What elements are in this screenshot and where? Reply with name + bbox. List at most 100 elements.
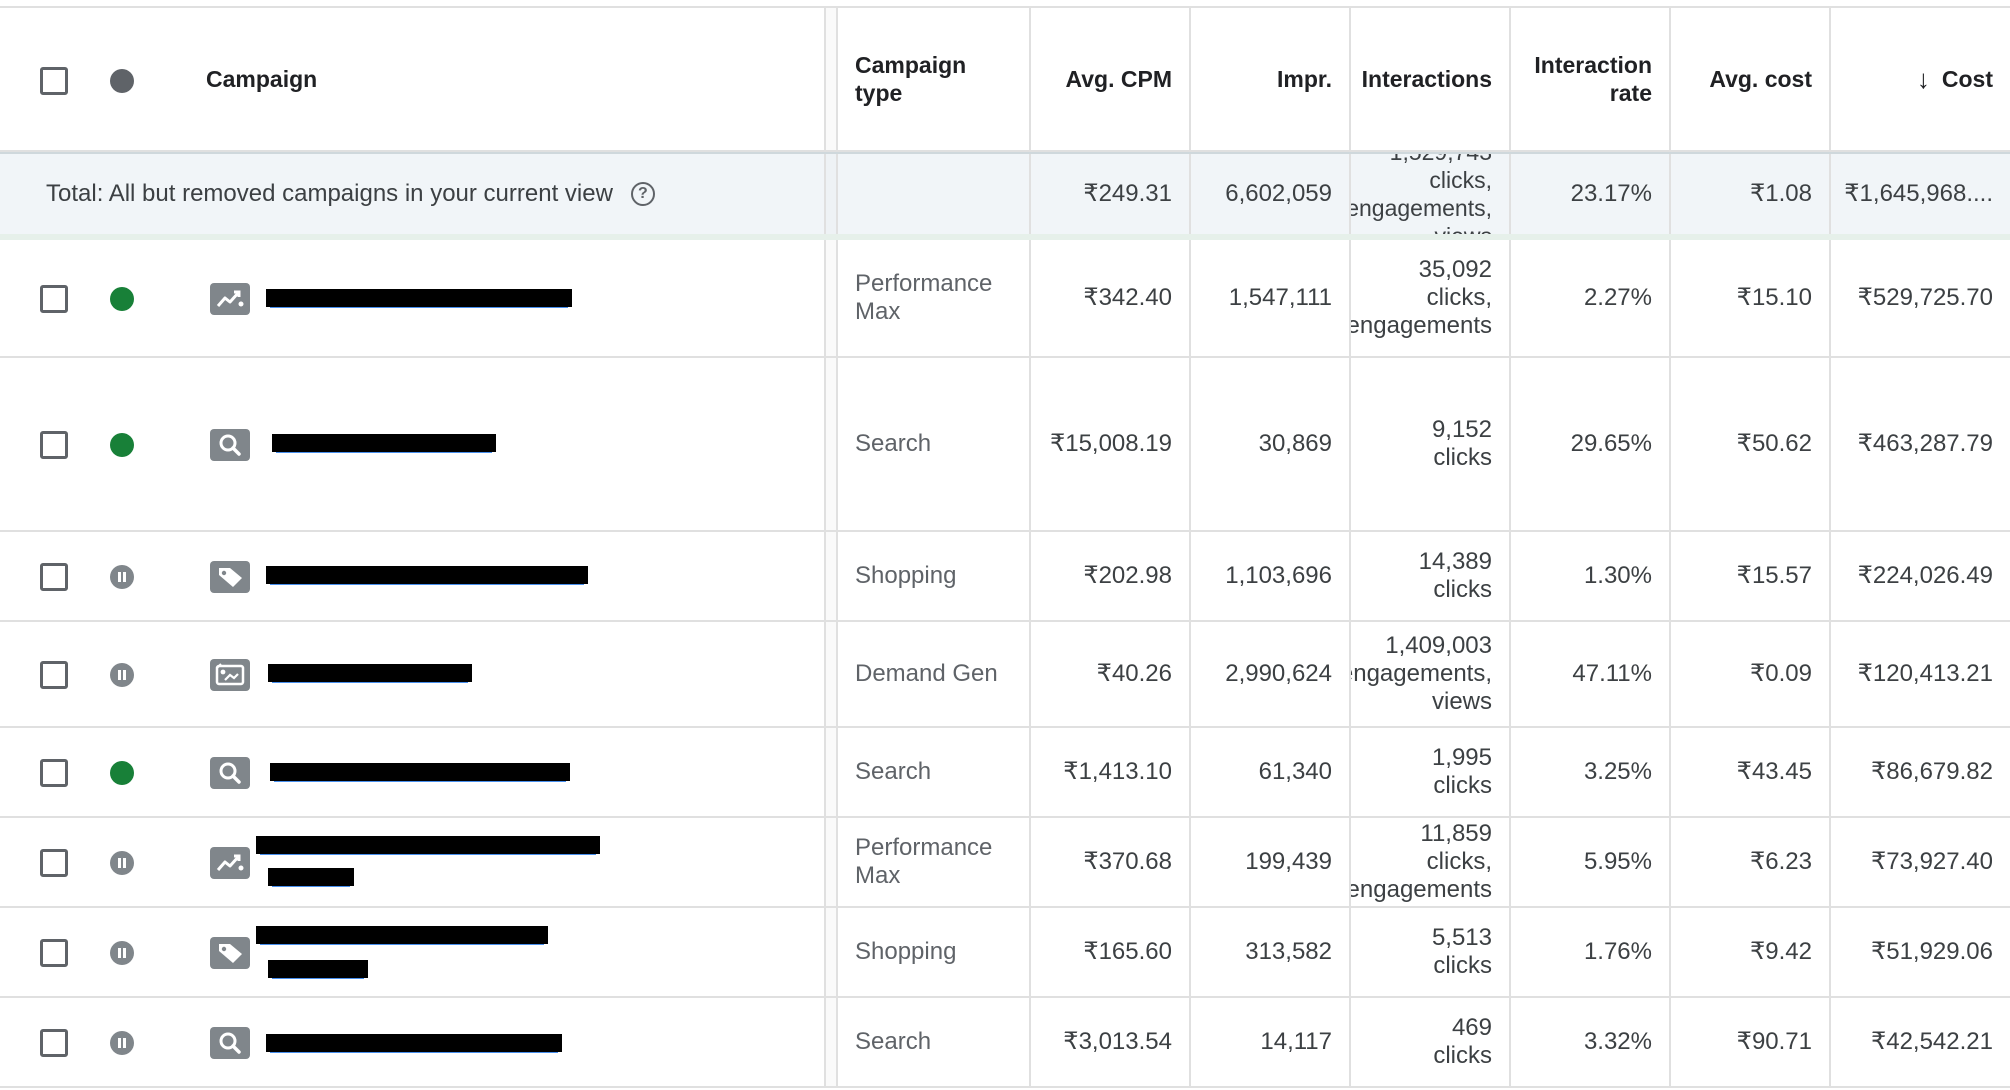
avg-cost: ₹6.23 [1671, 818, 1831, 906]
shopping-tag-icon [210, 561, 250, 593]
interactions: 5,513 clicks [1351, 908, 1511, 996]
interaction-rate: 47.11% [1511, 622, 1671, 726]
interactions: 35,092 clicks, engagements [1351, 240, 1511, 356]
header-interaction-rate[interactable]: Interaction rate [1511, 8, 1671, 150]
redacted-campaign-name [266, 289, 572, 307]
redacted-campaign-name [268, 960, 368, 978]
total-avg-cost: ₹1.08 [1671, 154, 1831, 234]
table-header-row: Campaign Campaign type Avg. CPM Impr. In… [0, 6, 2010, 152]
campaign-cell [0, 240, 826, 356]
interaction-rate: 1.30% [1511, 532, 1671, 620]
table-row[interactable]: Demand Gen ₹40.26 2,990,624 1,409,003 engag… [0, 622, 2010, 728]
table-row[interactable]: Performance Max ₹370.68 199,439 11,859 clic… [0, 818, 2010, 908]
interactions: 11,859 clicks, engagements [1351, 818, 1511, 906]
row-checkbox[interactable] [40, 849, 68, 877]
header-impr[interactable]: Impr. [1191, 8, 1351, 150]
interactions: 469 clicks [1351, 998, 1511, 1086]
redacted-campaign-name [256, 836, 600, 854]
interactions: 9,152 clicks [1351, 358, 1511, 530]
campaign-type: Performance Max [838, 240, 1031, 356]
status-paused-icon[interactable] [110, 1031, 134, 1055]
header-avg-cost[interactable]: Avg. cost [1671, 8, 1831, 150]
header-campaign[interactable]: Campaign [206, 65, 318, 92]
column-resize-handle[interactable] [826, 8, 838, 150]
table-row[interactable]: Search ₹1,413.10 61,340 1,995 clicks 3.25% ₹4… [0, 728, 2010, 818]
column-divider [826, 998, 838, 1086]
demand-gen-icon [210, 659, 250, 691]
avg-cpm: ₹40.26 [1031, 622, 1191, 726]
impressions: 2,990,624 [1191, 622, 1351, 726]
avg-cpm: ₹370.68 [1031, 818, 1191, 906]
header-campaign-cell: Campaign [0, 8, 826, 150]
total-label-wrapper: Total: All but removed campaigns in your… [46, 154, 655, 234]
status-paused-icon[interactable] [110, 851, 134, 875]
status-paused-icon[interactable] [110, 565, 134, 589]
redacted-campaign-name [266, 1034, 562, 1052]
redacted-campaign-name [272, 434, 496, 452]
interaction-rate: 29.65% [1511, 358, 1671, 530]
column-divider [826, 622, 838, 726]
avg-cost: ₹0.09 [1671, 622, 1831, 726]
status-enabled-icon[interactable] [110, 287, 134, 311]
avg-cpm: ₹165.60 [1031, 908, 1191, 996]
row-checkbox[interactable] [40, 431, 68, 459]
impressions: 313,582 [1191, 908, 1351, 996]
header-campaign-type[interactable]: Campaign type [838, 8, 1031, 150]
table-row[interactable]: Search ₹3,013.54 14,117 469 clicks 3.32% ₹90.… [0, 998, 2010, 1088]
status-enabled-icon[interactable] [110, 433, 134, 457]
campaign-type: Performance Max [838, 818, 1031, 906]
impressions: 30,869 [1191, 358, 1351, 530]
avg-cost: ₹43.45 [1671, 728, 1831, 816]
header-avg-cpm[interactable]: Avg. CPM [1031, 8, 1191, 150]
campaign-cell [0, 728, 826, 816]
row-checkbox[interactable] [40, 661, 68, 689]
row-checkbox[interactable] [40, 1029, 68, 1057]
avg-cpm: ₹342.40 [1031, 240, 1191, 356]
total-interactions: 1,529,743 clicks, engagements, views [1351, 154, 1511, 234]
avg-cpm: ₹15,008.19 [1031, 358, 1191, 530]
search-icon [210, 1027, 250, 1059]
arrow-down-icon[interactable]: ↓ [1916, 64, 1930, 94]
header-interactions[interactable]: Interactions [1351, 8, 1511, 150]
row-checkbox[interactable] [40, 759, 68, 787]
table-row[interactable]: Shopping ₹165.60 313,582 5,513 clicks 1.76% ₹… [0, 908, 2010, 998]
interaction-rate: 3.25% [1511, 728, 1671, 816]
column-divider [826, 728, 838, 816]
avg-cost: ₹50.62 [1671, 358, 1831, 530]
table-row[interactable]: Performance Max ₹342.40 1,547,111 35,092 cl… [0, 240, 2010, 358]
help-circle-icon[interactable]: ? [630, 182, 655, 206]
column-divider [826, 240, 838, 356]
status-enabled-icon[interactable] [110, 761, 134, 785]
avg-cost: ₹90.71 [1671, 998, 1831, 1086]
campaign-type: Search [838, 998, 1031, 1086]
header-cost-cell[interactable]: ↓ Cost [1831, 8, 2010, 150]
campaign-cell [0, 998, 826, 1086]
status-header-icon[interactable] [110, 69, 134, 93]
cost: ₹86,679.82 [1870, 758, 1993, 785]
select-all-checkbox[interactable] [40, 67, 68, 95]
row-checkbox[interactable] [40, 563, 68, 591]
table-row[interactable]: Search ₹15,008.19 30,869 9,152 clicks 29.65%… [0, 358, 2010, 532]
total-row: Total: All but removed campaigns in your… [0, 152, 2010, 240]
total-impr: 6,602,059 [1191, 154, 1351, 234]
avg-cost: ₹15.57 [1671, 532, 1831, 620]
avg-cpm: ₹1,413.10 [1031, 728, 1191, 816]
cost: ₹224,026.49 [1857, 562, 1993, 589]
avg-cost: ₹9.42 [1671, 908, 1831, 996]
column-divider [826, 818, 838, 906]
redacted-campaign-name [268, 868, 354, 886]
row-checkbox[interactable] [40, 939, 68, 967]
cost: ₹529,725.70 [1857, 284, 1993, 311]
status-paused-icon[interactable] [110, 663, 134, 687]
campaign-cell [0, 818, 826, 906]
shopping-tag-icon [210, 937, 250, 969]
interaction-rate: 1.76% [1511, 908, 1671, 996]
performance-max-icon [210, 847, 250, 879]
status-paused-icon[interactable] [110, 941, 134, 965]
total-cost: ₹1,645,968.... [1844, 180, 1993, 207]
row-checkbox[interactable] [40, 285, 68, 313]
cost: ₹73,927.40 [1870, 848, 1993, 875]
total-interaction-rate: 23.17% [1511, 154, 1671, 234]
table-row[interactable]: Shopping ₹202.98 1,103,696 14,389 clicks 1.3… [0, 532, 2010, 622]
